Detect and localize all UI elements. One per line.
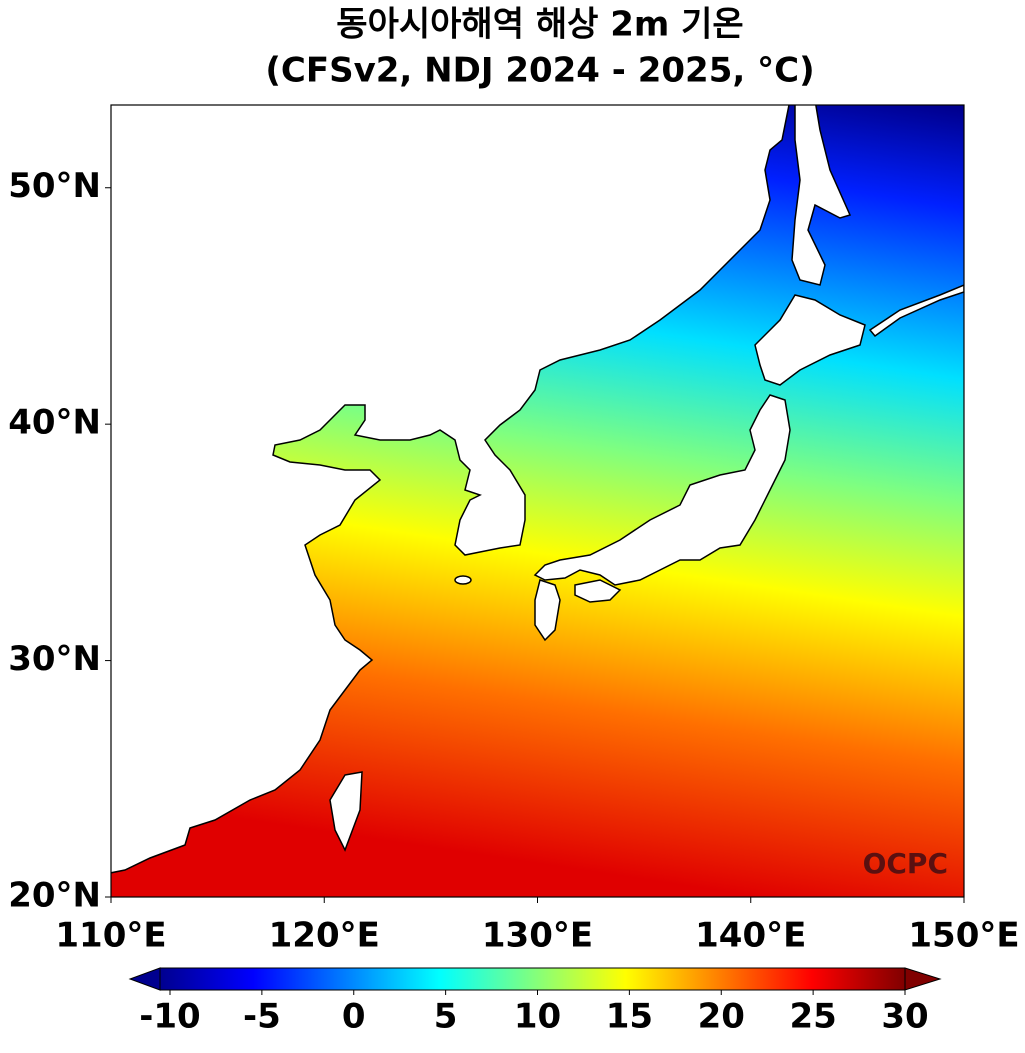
mainland: [111, 105, 790, 874]
x-tick-label: 150°E: [908, 916, 1019, 956]
x-tick-label: 120°E: [269, 916, 380, 956]
colorbar-tick-label: 30: [881, 997, 928, 1037]
y-tick-label: 30°N: [8, 639, 101, 679]
x-tick-label: 140°E: [695, 916, 806, 956]
taiwan: [329, 771, 363, 852]
colorbar-tick-label: 25: [789, 997, 836, 1037]
colorbar-body: [159, 967, 906, 991]
colorbar-extend-high: [904, 967, 942, 991]
hokkaido: [754, 294, 866, 386]
jeju: [454, 575, 472, 585]
colorbar-extend-low: [128, 967, 161, 991]
kyushu: [534, 579, 561, 642]
map-area: OCPC: [111, 105, 964, 897]
land: [111, 105, 964, 874]
colorbar: [128, 967, 942, 991]
colorbar-tick-label: -10: [139, 997, 200, 1037]
y-tick-label: 20°N: [8, 876, 101, 916]
shikoku: [574, 579, 622, 603]
title: 동아시아해역 해상 2m 기온: [336, 5, 743, 45]
y-tick-label: 50°N: [8, 166, 101, 206]
colorbar-tick-label: 0: [342, 997, 366, 1037]
subtitle: (CFSv2, NDJ 2024 - 2025, °C): [265, 51, 814, 91]
colorbar-tick-label: 15: [606, 997, 653, 1037]
colorbar-tick-label: -5: [243, 997, 281, 1037]
y-tick-label: 40°N: [8, 403, 101, 443]
colorbar-tick-label: 10: [514, 997, 561, 1037]
sakhalin: [791, 105, 852, 286]
honshu: [533, 394, 791, 586]
watermark: OCPC: [863, 847, 948, 880]
colorbar-tick-label: 5: [434, 997, 458, 1037]
kuril: [868, 284, 964, 338]
x-tick-label: 130°E: [482, 916, 593, 956]
colorbar-tick-label: 20: [698, 997, 745, 1037]
x-tick-label: 110°E: [55, 916, 166, 956]
